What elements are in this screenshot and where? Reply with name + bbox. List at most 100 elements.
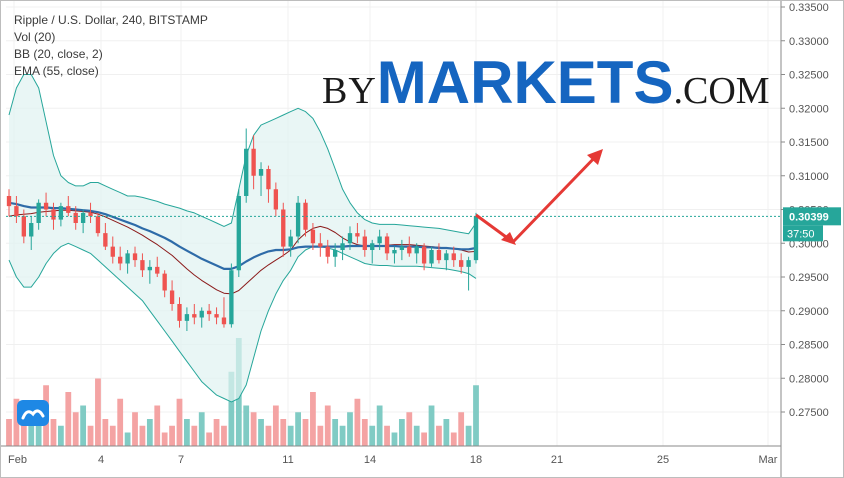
volume-bar xyxy=(95,378,101,446)
volume-bar xyxy=(421,432,428,446)
candle-body xyxy=(162,273,167,291)
candle-body xyxy=(199,310,204,318)
candle-body xyxy=(95,216,101,234)
candle-body xyxy=(392,250,397,254)
price-tick-label: 0.33500 xyxy=(789,2,829,14)
volume-bar xyxy=(250,412,257,446)
price-tick-label: 0.33000 xyxy=(789,36,829,48)
candle-body xyxy=(103,233,108,247)
price-tick-label: 0.29500 xyxy=(789,272,829,284)
candle-body xyxy=(377,236,382,244)
candle-body xyxy=(244,148,249,196)
volume-bar xyxy=(384,425,390,446)
volume-bar xyxy=(139,425,146,446)
candle-body xyxy=(303,202,308,230)
volume-bar xyxy=(80,405,87,446)
candle-body xyxy=(125,253,130,264)
bollinger-area xyxy=(9,74,476,402)
tradingview-logo-icon[interactable] xyxy=(17,400,49,426)
candle-body xyxy=(295,202,301,237)
time-tick-label: 7 xyxy=(178,454,184,466)
candle-body xyxy=(51,209,56,220)
volume-bar xyxy=(428,405,435,446)
candle-body xyxy=(6,196,12,207)
volume-bar xyxy=(354,398,361,446)
volume-bar xyxy=(87,425,94,446)
candle-body xyxy=(184,314,190,321)
volume-bar xyxy=(361,419,368,446)
price-tick-label: 0.31500 xyxy=(789,137,829,149)
arrow-path xyxy=(475,150,602,244)
candle-body xyxy=(192,314,197,318)
price-tick-label: 0.28000 xyxy=(789,373,829,385)
candle-body xyxy=(169,290,175,304)
candle-body xyxy=(266,169,271,190)
candle-body xyxy=(221,317,227,325)
candle-body xyxy=(407,246,412,254)
candle-body xyxy=(88,212,93,217)
volume-bar xyxy=(221,425,227,446)
volume-bar xyxy=(109,425,116,446)
candle-body xyxy=(214,314,219,318)
volume-bar xyxy=(169,425,175,446)
candle-body xyxy=(147,266,153,271)
chart-legend: Ripple / U.S. Dollar, 240, BITSTAMP Vol … xyxy=(14,12,208,80)
time-tick-label: 4 xyxy=(98,454,104,466)
volume-bar xyxy=(332,419,339,446)
candles xyxy=(6,128,479,331)
volume-bar xyxy=(302,419,309,446)
time-tick-label: 14 xyxy=(364,454,376,466)
candle-body xyxy=(110,246,115,257)
volume-bar xyxy=(28,425,35,446)
price-tick-label: 0.32000 xyxy=(789,103,829,115)
volume-bar xyxy=(35,412,42,446)
ema-55 xyxy=(8,201,477,270)
candle-body xyxy=(384,236,390,254)
volume-bar xyxy=(391,432,398,446)
arrow-head-down xyxy=(501,232,516,245)
price-axis-labels: 0.33500 0.33000 0.32500 0.32000 0.31500 0.310… xyxy=(781,2,829,419)
logo-com: .COM xyxy=(673,70,770,112)
volume-bar xyxy=(184,419,190,446)
volume-bar xyxy=(295,412,301,446)
volume-bar xyxy=(72,412,79,446)
candle-body xyxy=(29,223,34,237)
volume-bar xyxy=(398,419,405,446)
candle-body xyxy=(155,266,160,274)
candle-body xyxy=(281,209,286,247)
volume-bar xyxy=(369,425,376,446)
volume-bar xyxy=(117,398,124,446)
legend-bollinger[interactable]: BB (20, close, 2) xyxy=(14,47,103,61)
candle-body xyxy=(466,260,471,267)
volume-bar xyxy=(65,392,72,446)
volume-bar xyxy=(213,419,220,446)
candle-body xyxy=(80,212,86,223)
candle-body xyxy=(177,304,182,321)
candle-body xyxy=(66,206,71,213)
volume-bar xyxy=(324,405,331,446)
candle-body xyxy=(451,253,456,261)
volume-bar xyxy=(450,432,457,446)
candle-body xyxy=(325,246,330,257)
candle-body xyxy=(229,270,234,325)
volume-bar xyxy=(339,425,346,446)
candle-body xyxy=(21,216,26,237)
candle-body xyxy=(236,196,241,271)
volume-bar xyxy=(413,425,420,446)
candle-body xyxy=(436,250,442,261)
volume-bar xyxy=(154,405,161,446)
volume-bar xyxy=(265,425,272,446)
candle-body xyxy=(370,243,375,250)
bollinger-fill xyxy=(9,74,476,402)
time-tick-label: 18 xyxy=(470,454,482,466)
volume-bar xyxy=(280,419,287,446)
legend-volume[interactable]: Vol (20) xyxy=(14,30,56,44)
legend-symbol[interactable]: Ripple / U.S. Dollar, 240, BITSTAMP xyxy=(14,13,208,27)
countdown-box xyxy=(783,225,823,242)
candle-body xyxy=(43,202,49,210)
price-tag-box xyxy=(783,207,841,226)
legend-ema[interactable]: EMA (55, close) xyxy=(14,64,99,78)
volume-bar xyxy=(347,412,353,446)
volume-bar xyxy=(161,432,168,446)
candle-body xyxy=(132,253,138,261)
